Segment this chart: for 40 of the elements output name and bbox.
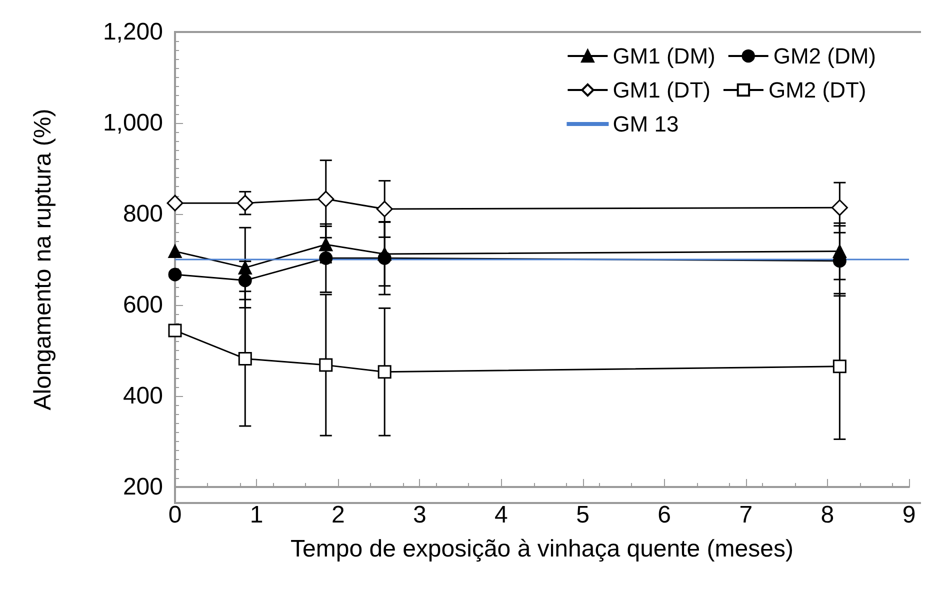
x-tick-label: 1 bbox=[250, 502, 264, 528]
x-tick-label: 0 bbox=[168, 502, 182, 528]
x-tick-label: 7 bbox=[739, 502, 753, 528]
point bbox=[376, 200, 393, 218]
point bbox=[168, 324, 182, 338]
point bbox=[238, 352, 252, 366]
legend-label: GM1 (DM) bbox=[612, 44, 716, 68]
y-tick-label: 1,200 bbox=[102, 18, 163, 46]
point bbox=[318, 190, 334, 208]
x-tick-label: 4 bbox=[494, 502, 508, 528]
x-tick-label: 2 bbox=[331, 502, 345, 528]
point bbox=[378, 365, 392, 379]
y-axis-title: Alongamento na ruptura (%) bbox=[30, 108, 56, 410]
y-tick-label: 400 bbox=[122, 382, 163, 410]
y-tick-label: 200 bbox=[122, 474, 163, 500]
point bbox=[319, 358, 333, 372]
point bbox=[238, 274, 252, 288]
point bbox=[236, 194, 254, 212]
point bbox=[319, 238, 333, 252]
point bbox=[168, 244, 182, 258]
point bbox=[166, 194, 184, 212]
legend-label: GM2 (DT) bbox=[768, 78, 866, 102]
legend-label: GM1 (DT) bbox=[612, 78, 710, 102]
point bbox=[238, 260, 252, 274]
legend-label: GM2 (DM) bbox=[773, 44, 876, 68]
point bbox=[832, 360, 846, 374]
point bbox=[378, 251, 392, 265]
legend-label: GM 13 bbox=[612, 112, 679, 136]
x-axis-title: Tempo de exposição à vinhaça quente (meses) bbox=[290, 536, 794, 562]
point bbox=[319, 251, 333, 265]
point bbox=[168, 268, 182, 282]
x-tick-label: 6 bbox=[658, 502, 672, 528]
x-tick-label: 5 bbox=[576, 502, 590, 528]
point bbox=[831, 199, 848, 216]
y-tick-label: 800 bbox=[122, 200, 163, 228]
y-tick-label: 600 bbox=[122, 292, 163, 318]
y-tick-label: 1,000 bbox=[102, 110, 163, 136]
x-tick-label: 8 bbox=[820, 502, 834, 528]
x-tick-label: 9 bbox=[902, 502, 916, 528]
x-tick-label: 3 bbox=[412, 502, 426, 528]
